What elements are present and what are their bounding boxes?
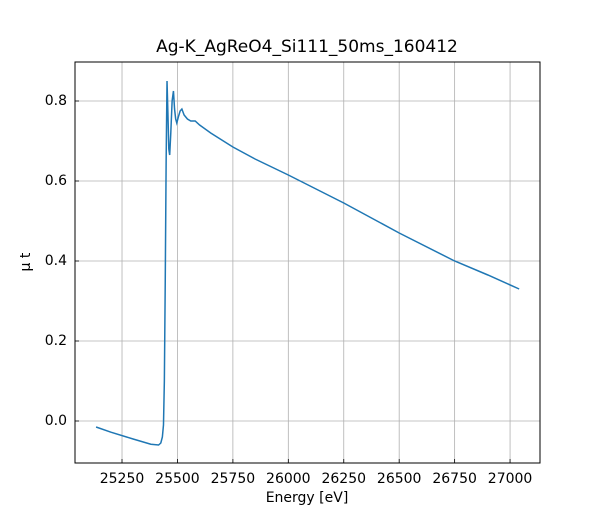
y-tick-label: 0.6 — [45, 173, 67, 189]
y-tick-label: 0.2 — [45, 333, 67, 349]
line — [95, 80, 520, 446]
x-tick-label: 26250 — [321, 471, 366, 487]
x-tick-label: 25250 — [100, 471, 145, 487]
chart-title: Ag-K_AgReO4_Si111_50ms_160412 — [156, 37, 458, 57]
x-tick-label: 26500 — [377, 471, 422, 487]
x-tick-label: 26750 — [432, 471, 477, 487]
y-tick-label: 0.8 — [45, 93, 67, 109]
x-tick-label: 27000 — [488, 471, 533, 487]
x-axis-label: Energy [eV] — [266, 490, 349, 506]
y-tick-label: 0.4 — [45, 253, 67, 269]
y-axis-label: μ t — [18, 252, 34, 271]
x-tick-label: 25500 — [155, 471, 200, 487]
plot-frame — [74, 61, 541, 464]
y-tick-label: 0.0 — [45, 413, 67, 429]
x-tick-label: 26000 — [266, 471, 311, 487]
x-tick-label: 25750 — [211, 471, 256, 487]
